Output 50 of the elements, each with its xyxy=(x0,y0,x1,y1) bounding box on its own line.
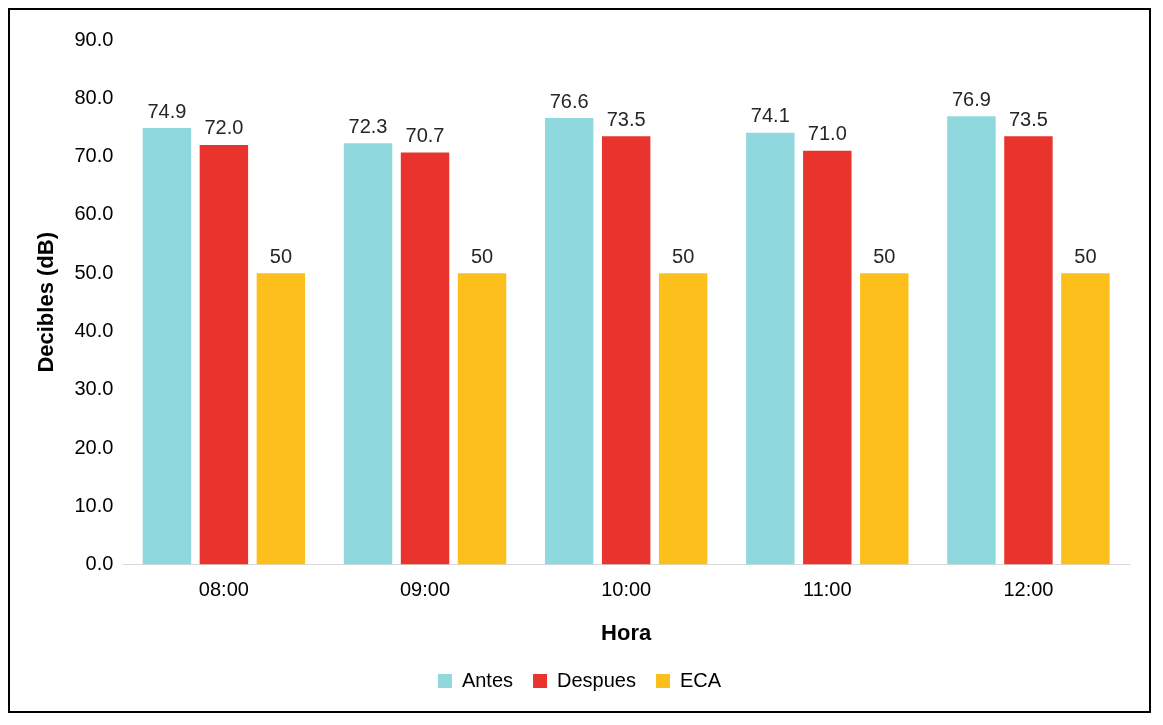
y-tick-label: 50.0 xyxy=(74,260,114,283)
bar xyxy=(860,273,909,565)
data-label: 50 xyxy=(672,244,695,267)
bar xyxy=(256,273,306,565)
y-tick-label: 70.0 xyxy=(74,144,114,167)
data-label: 71.0 xyxy=(807,122,847,145)
x-tick-label: 08:00 xyxy=(198,578,249,601)
data-label: 70.7 xyxy=(405,124,445,147)
y-tick-label: 40.0 xyxy=(74,318,114,341)
y-tick-label: 30.0 xyxy=(74,377,114,400)
data-label: 50 xyxy=(269,244,293,267)
bar xyxy=(400,152,450,565)
bar xyxy=(1004,136,1053,565)
x-axis-title: Hora xyxy=(601,619,652,645)
y-tick-label: 0.0 xyxy=(85,552,114,575)
y-tick-label: 90.0 xyxy=(74,27,114,50)
data-label: 72.3 xyxy=(348,114,388,137)
bar xyxy=(457,273,507,565)
data-label: 72.0 xyxy=(204,116,244,139)
legend-label: Antes xyxy=(461,668,514,691)
x-tick-label: 12:00 xyxy=(1003,578,1054,601)
data-label: 73.5 xyxy=(606,107,646,130)
bar xyxy=(601,136,651,565)
x-tick-label: 09:00 xyxy=(400,578,451,601)
bar xyxy=(199,144,249,565)
y-tick-label: 20.0 xyxy=(74,435,114,458)
legend-label: Despues xyxy=(557,668,636,691)
legend-label: ECA xyxy=(679,668,722,691)
data-label: 74.9 xyxy=(147,99,187,122)
y-axis-title: Decibles (dB) xyxy=(33,232,59,373)
data-label: 73.5 xyxy=(1008,107,1048,130)
data-label: 50 xyxy=(470,244,494,267)
data-label: 76.6 xyxy=(549,89,589,112)
data-label: 76.9 xyxy=(951,87,991,110)
bar xyxy=(544,118,594,565)
data-label: 50 xyxy=(1074,244,1097,267)
y-tick-label: 80.0 xyxy=(74,85,114,108)
bar xyxy=(1061,273,1110,565)
y-tick-label: 60.0 xyxy=(74,202,114,225)
bar xyxy=(658,273,708,565)
x-tick-label: 11:00 xyxy=(803,578,852,601)
bar xyxy=(343,143,393,565)
y-tick-label: 10.0 xyxy=(74,493,114,516)
x-tick-label: 10:00 xyxy=(601,578,652,601)
bar xyxy=(947,116,996,565)
data-label: 74.1 xyxy=(750,104,790,127)
bar xyxy=(803,150,852,565)
data-label: 50 xyxy=(873,244,896,267)
bar xyxy=(142,128,192,565)
bar xyxy=(746,132,795,565)
